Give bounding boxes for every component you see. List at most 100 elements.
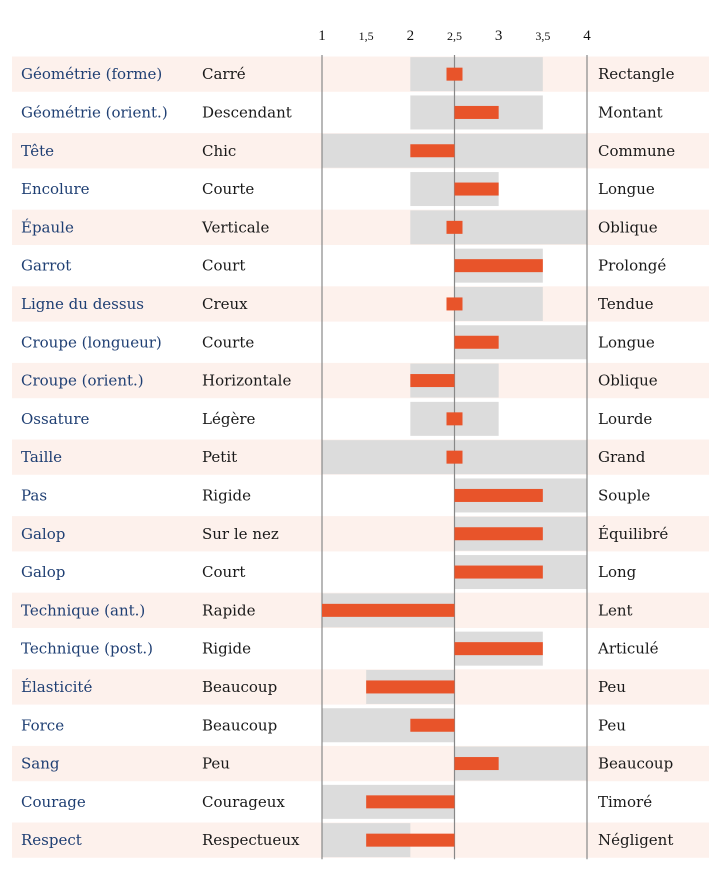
low-pole-label: Beaucoup xyxy=(202,678,277,696)
high-pole-label: Lent xyxy=(598,601,633,619)
value-bar xyxy=(454,527,543,541)
low-pole-label: Carré xyxy=(202,65,246,83)
low-pole-label: Court xyxy=(202,257,245,275)
value-bar xyxy=(410,374,455,388)
high-pole-label: Commune xyxy=(598,142,675,160)
trait-label: Galop xyxy=(21,563,65,581)
value-bar xyxy=(410,718,455,732)
row-background xyxy=(12,669,709,705)
row-background xyxy=(12,286,709,322)
low-pole-label: Peu xyxy=(202,755,230,773)
high-pole-label: Souple xyxy=(598,486,650,504)
low-pole-label: Rapide xyxy=(202,601,256,619)
low-pole-label: Respectueux xyxy=(202,831,300,849)
high-pole-label: Équilibré xyxy=(598,525,668,543)
trait-label: Tête xyxy=(21,142,54,160)
range-band xyxy=(410,210,587,245)
tick-labels: 1 1,5 2 2,5 3 3,5 4 xyxy=(318,28,591,44)
row-labels: Géométrie (forme) Carré Rectangle Géométrie… xyxy=(21,65,675,849)
low-pole-label: Rigide xyxy=(202,486,251,504)
tick-label: 3 xyxy=(495,28,503,44)
value-bar xyxy=(446,297,463,311)
value-bar xyxy=(446,67,463,81)
trait-label: Force xyxy=(21,716,64,734)
value-bar xyxy=(366,795,455,809)
low-pole-label: Creux xyxy=(202,295,248,313)
trait-label: Géométrie (orient.) xyxy=(21,103,168,121)
value-bar xyxy=(454,565,543,579)
row-background xyxy=(12,362,709,399)
trait-label: Épaule xyxy=(21,218,74,236)
low-pole-label: Horizontale xyxy=(202,372,291,390)
low-pole-label: Courte xyxy=(202,180,254,198)
high-pole-label: Peu xyxy=(598,716,626,734)
low-pole-label: Sur le nez xyxy=(202,525,279,543)
value-bar xyxy=(454,642,543,656)
high-pole-label: Oblique xyxy=(598,218,658,236)
value-bar xyxy=(446,450,463,464)
high-pole-label: Grand xyxy=(598,448,646,466)
tick-label: 1 xyxy=(318,28,326,44)
trait-label: Pas xyxy=(21,486,47,504)
row-background xyxy=(12,516,709,552)
tick-label: 3,5 xyxy=(535,29,550,43)
low-pole-label: Verticale xyxy=(201,218,269,236)
low-pole-label: Courageux xyxy=(202,793,285,811)
high-pole-label: Lourde xyxy=(598,410,652,428)
high-pole-label: Prolongé xyxy=(598,257,666,275)
trait-label: Garrot xyxy=(21,257,71,275)
value-bar xyxy=(454,105,499,119)
range-band xyxy=(410,57,543,92)
value-bar xyxy=(454,259,543,273)
value-bar xyxy=(454,757,499,771)
tick-label: 4 xyxy=(583,28,591,44)
high-pole-label: Longue xyxy=(598,333,655,351)
tick-label: 2,5 xyxy=(447,29,462,43)
trait-label: Respect xyxy=(21,831,82,849)
row-background xyxy=(12,209,709,245)
value-bar xyxy=(446,412,463,426)
trait-label: Sang xyxy=(21,755,60,773)
trait-label: Taille xyxy=(21,448,62,466)
low-pole-label: Légère xyxy=(202,410,255,428)
high-pole-label: Négligent xyxy=(598,831,673,849)
trait-label: Courage xyxy=(21,793,86,811)
value-bar xyxy=(410,144,455,158)
value-bar xyxy=(454,182,499,196)
row-background xyxy=(12,745,709,782)
trait-label: Croupe (orient.) xyxy=(21,372,144,390)
range-band xyxy=(454,286,543,321)
tick-label: 2 xyxy=(407,28,415,44)
high-pole-label: Oblique xyxy=(598,372,658,390)
value-bar xyxy=(366,833,455,847)
value-bar xyxy=(454,488,543,502)
value-bar xyxy=(366,680,455,694)
high-pole-label: Beaucoup xyxy=(598,755,673,773)
low-pole-label: Court xyxy=(202,563,245,581)
row-background xyxy=(12,56,709,92)
trait-label: Géométrie (forme) xyxy=(21,65,162,83)
trait-label: Ossature xyxy=(21,410,89,428)
value-bars xyxy=(322,67,543,847)
tick-label: 1,5 xyxy=(359,29,374,43)
value-bar xyxy=(322,603,455,617)
low-pole-label: Beaucoup xyxy=(202,716,277,734)
high-pole-label: Timoré xyxy=(598,793,652,811)
trait-label: Encolure xyxy=(21,180,90,198)
high-pole-label: Long xyxy=(598,563,637,581)
low-pole-label: Courte xyxy=(202,333,254,351)
trait-label: Élasticité xyxy=(21,678,92,696)
high-pole-label: Montant xyxy=(598,103,663,121)
high-pole-label: Tendue xyxy=(598,295,654,313)
trait-label: Technique (post.) xyxy=(21,640,153,658)
low-pole-label: Chic xyxy=(202,142,236,160)
low-pole-label: Rigide xyxy=(202,640,251,658)
low-pole-label: Descendant xyxy=(202,103,292,121)
trait-label: Ligne du dessus xyxy=(21,295,144,313)
high-pole-label: Rectangle xyxy=(598,65,675,83)
high-pole-label: Articulé xyxy=(597,640,659,658)
trait-label: Croupe (longueur) xyxy=(21,333,162,351)
trait-label: Technique (ant.) xyxy=(21,601,145,619)
high-pole-label: Peu xyxy=(598,678,626,696)
